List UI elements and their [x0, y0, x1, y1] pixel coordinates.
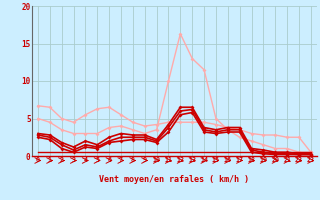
X-axis label: Vent moyen/en rafales ( km/h ): Vent moyen/en rafales ( km/h ) [100, 174, 249, 184]
